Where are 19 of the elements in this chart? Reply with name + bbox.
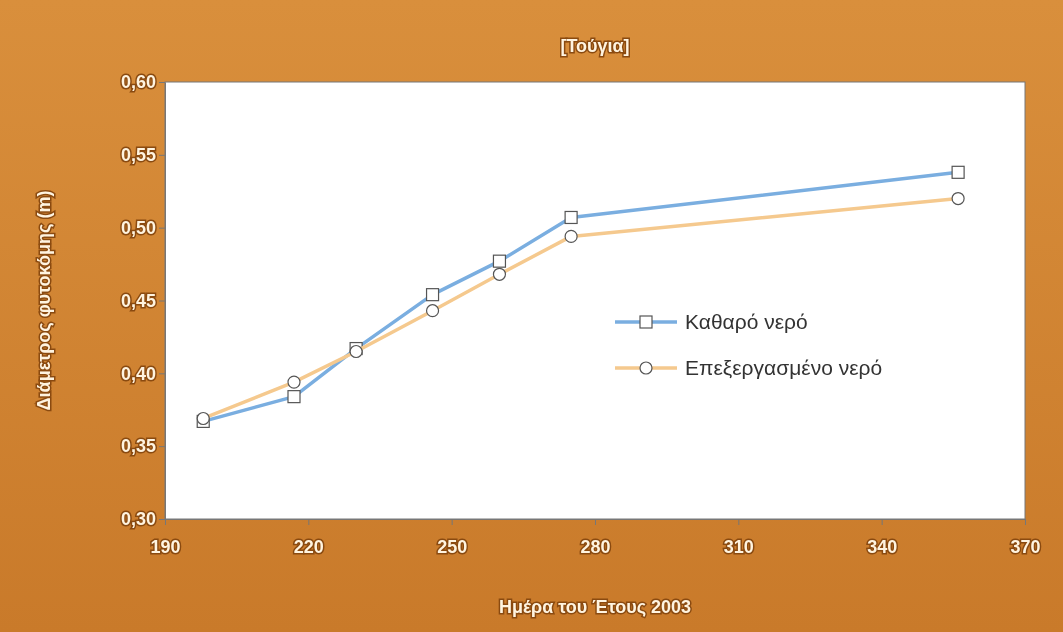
y-tick-label: 0,45 [120,290,156,311]
y-tick-label: 0,40 [120,363,156,384]
y-tick-label: 0,50 [120,217,156,238]
x-tick-label: 190 [150,537,181,558]
x-tick-label: 280 [580,537,611,558]
y-tick-label: 0,35 [120,436,156,457]
y-tick-label: 0,55 [120,145,156,166]
x-tick-label: 370 [1010,537,1041,558]
x-tick-label: 310 [723,537,754,558]
x-tick-label: 250 [437,537,468,558]
y-axis-title: Διάμετρος φυτοκόμης (m) [34,190,54,411]
legend-label: Επεξεργασμένο νερό [685,356,883,379]
legend-label: Καθαρό νερό [685,310,808,333]
x-tick-label: 340 [867,537,898,558]
x-axis-title: Ημέρα του Έτους 2003 [498,597,692,617]
y-tick-label: 0,30 [120,509,156,530]
chart-title: [Τούγια] [560,36,630,56]
y-tick-label: 0,60 [120,72,156,93]
x-tick-label: 220 [293,537,324,558]
